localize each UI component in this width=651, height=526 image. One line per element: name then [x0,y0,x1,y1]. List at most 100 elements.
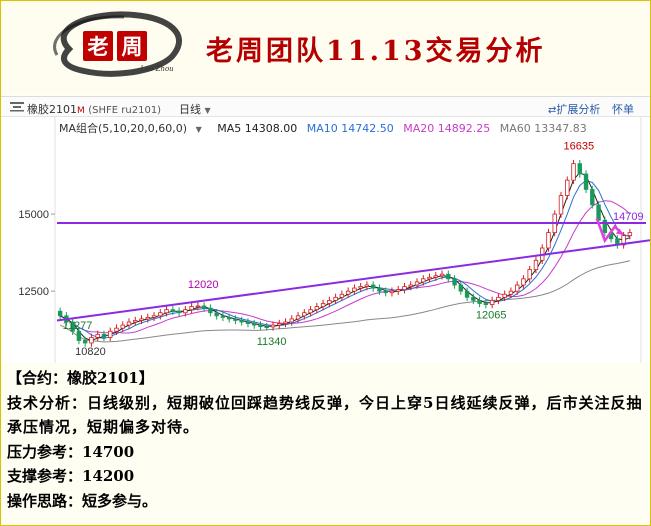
up-candle [339,293,345,298]
help-button[interactable]: 怀单 [612,103,634,116]
up-candle [308,309,313,314]
down-candle [220,315,226,318]
down-candle [245,321,251,324]
down-candle [214,312,219,317]
ma5-value: MA5 14308.00 [217,122,298,135]
down-candle [239,320,244,323]
up-candle [145,316,150,320]
down-candle [577,163,582,175]
down-candle [471,296,476,301]
up-candle [289,318,294,323]
trend-line [56,239,650,322]
up-candle [320,303,326,307]
down-candle [477,300,482,304]
analysis-text: 【合约：橡胶2101】 技术分析：日线级别，短期破位回踩趋势线反弹，今日上穿5日… [7,366,647,513]
down-candle [370,284,376,289]
ma-legend: MA组合(5,10,20,0,60,0) ▼ MA5 14308.00 MA10… [59,120,593,136]
ma10-line [59,180,631,340]
annotation-label: 16635 [564,141,595,153]
ma10-value: MA10 14742.50 [306,122,394,135]
menu-icon[interactable] [10,101,24,112]
up-candle [295,315,301,320]
up-candle [89,337,94,344]
up-candle [421,278,426,283]
up-candle [114,327,119,332]
up-candle [358,286,363,289]
logo-seal: 老 周 Lao Zhou [53,11,182,77]
annotation-label: 12020 [188,279,219,291]
up-candle [333,296,338,301]
down-candle [264,326,269,329]
up-candle [277,323,282,326]
expand-analysis-button[interactable]: ⇄扩展分析 [548,101,600,117]
ma20-value: MA20 14892.25 [403,122,491,135]
up-candle [508,290,514,295]
up-candle [558,195,564,215]
up-candle [571,163,576,181]
forecast-arrowhead [615,228,623,235]
symbol-code: (SHFE ru2101) [88,105,162,116]
up-candle [189,306,194,311]
up-candle [120,324,125,329]
up-candle [502,293,507,298]
down-candle [201,305,207,309]
up-candle [126,321,132,326]
up-candle [327,300,332,304]
down-candle [452,278,457,286]
up-candle [408,284,413,287]
symbol-name: 橡胶2101 [27,103,77,116]
down-candle [458,284,464,292]
down-candle [258,324,263,328]
up-candle [314,306,320,311]
up-candle [158,312,163,317]
ma-combo-selector[interactable]: MA组合(5,10,20,0,60,0) ▼ [59,122,208,135]
up-candle [489,300,495,305]
technical-analysis: 技术分析：日线级别，短期破位回踩趋势线反弹，今日上穿5日线延续反弹，后市关注反抽… [7,393,643,437]
strategy-line: 操作思路：短多参与。 [7,491,158,510]
up-candle [133,320,138,323]
up-candle [427,276,432,280]
up-candle [627,232,633,237]
up-candle [565,179,570,196]
analysis-icon: ⇄ [548,105,557,116]
resistance-label: 14709 [613,211,644,223]
ma60-value: MA60 13347.83 [499,122,587,135]
up-candle [389,290,395,294]
up-candle [621,235,626,246]
down-candle [483,303,489,305]
up-candle [108,330,113,338]
down-candle [590,189,595,206]
chart-toolbar: 橡胶2101M (SHFE ru2101) 日线 ▼ ⇄扩展分析 怀单 [1,97,650,117]
annotation-label: 11340 [257,336,287,348]
down-candle [583,173,589,190]
down-candle [602,219,608,233]
up-candle [439,273,445,277]
down-candle [233,318,238,321]
period-selector[interactable]: 日线 ▼ [179,101,211,117]
annotation-label: 10820 [75,346,106,358]
down-candle [446,273,451,280]
logo-char-1: 老 [88,34,109,59]
period-label: 日线 [179,103,201,116]
up-candle [546,232,551,249]
up-candle [527,269,532,280]
header-banner: 老 周 Lao Zhou 老周团队11.13交易分析 [1,1,650,93]
ma60-line [59,260,631,343]
down-candle [82,340,88,344]
ma20-line [59,200,631,334]
contract-line: 【合约：橡胶2101】 [7,369,154,387]
up-candle [139,318,144,321]
up-candle [364,284,370,287]
ma-combo-label: MA组合(5,10,20,0,60,0) [59,122,188,135]
symbol-selector[interactable]: 橡胶2101M (SHFE ru2101) [27,101,161,117]
down-candle [176,310,182,314]
up-candle [302,312,307,317]
up-candle [433,275,438,278]
symbol-mark: M [77,106,85,116]
down-candle [70,321,75,332]
annotation-label: 12065 [476,310,507,322]
up-candle [345,290,351,295]
y-tick-label: 15000 [18,209,49,221]
up-candle [183,309,188,314]
down-candle [57,310,63,317]
